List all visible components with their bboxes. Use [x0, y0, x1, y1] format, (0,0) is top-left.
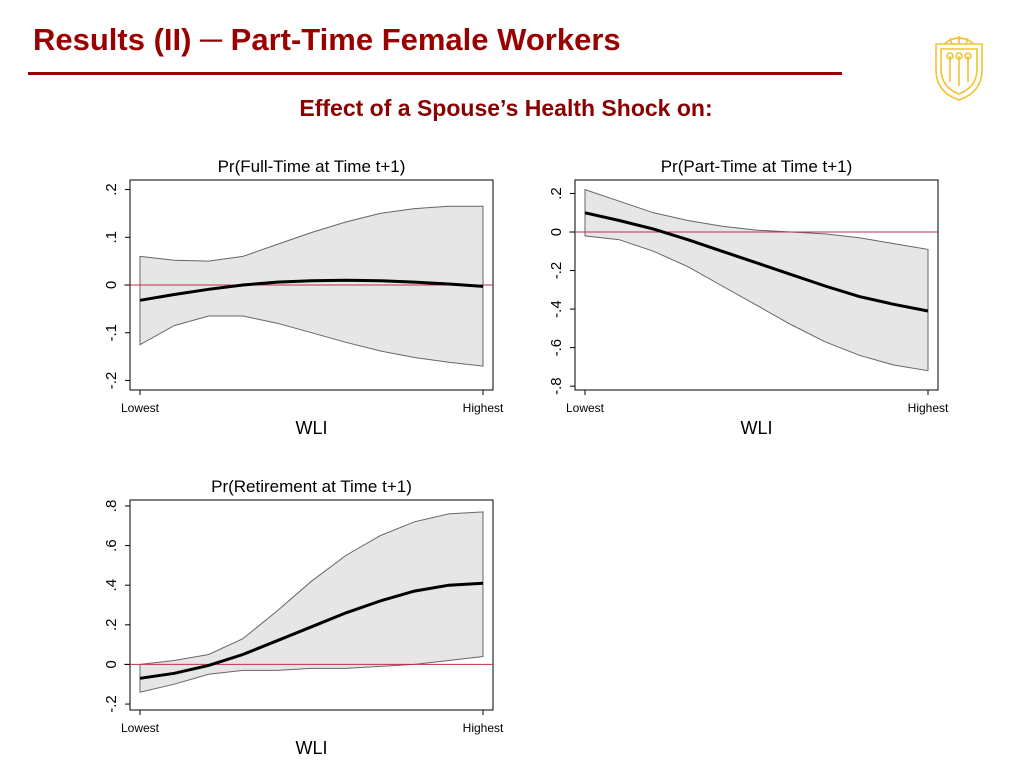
x-axis-label: WLI — [295, 418, 327, 438]
shield-logo — [935, 36, 983, 101]
y-tick-label: .2 — [103, 183, 120, 196]
y-tick-label: .6 — [103, 539, 120, 552]
y-tick-label: .1 — [103, 231, 120, 244]
chart-title: Pr(Part-Time at Time t+1) — [661, 157, 853, 176]
y-tick-label: .4 — [103, 579, 120, 592]
x-axis-label: WLI — [295, 738, 327, 758]
chart-retirement: Pr(Retirement at Time t+1) -.2 0 .2 .4 .6 .8 Lo… — [103, 477, 504, 758]
y-tick-label: .2 — [103, 619, 120, 632]
x-tick-label: Lowest — [121, 401, 160, 415]
x-tick-label: Highest — [463, 721, 504, 735]
slide-subtitle: Effect of a Spouse’s Health Shock on: — [299, 95, 713, 121]
y-tick-label: 0 — [103, 281, 120, 289]
x-tick-label: Lowest — [121, 721, 160, 735]
confidence-band — [139, 205, 484, 367]
y-tick-label: 0 — [103, 660, 120, 668]
chart-part-time: Pr(Part-Time at Time t+1) -.8 -.6 -.4 -.2 0 .2… — [548, 157, 949, 438]
y-tick-label: -.2 — [103, 372, 120, 390]
slide-title: Results (II) ─ Part-Time Female Workers — [33, 22, 621, 57]
y-tick-label: -.4 — [548, 300, 565, 318]
y-tick-label: -.2 — [548, 262, 565, 280]
y-tick-label: -.1 — [103, 324, 120, 342]
chart-title: Pr(Retirement at Time t+1) — [211, 477, 412, 496]
estimate-line — [139, 278, 484, 302]
x-tick-label: Highest — [463, 401, 504, 415]
y-tick-label: -.2 — [103, 695, 120, 713]
chart-title: Pr(Full-Time at Time t+1) — [218, 157, 406, 176]
y-tick-label: .2 — [548, 187, 565, 200]
x-tick-label: Highest — [908, 401, 949, 415]
y-tick-label: .8 — [103, 500, 120, 513]
confidence-band — [139, 511, 484, 693]
x-tick-label: Lowest — [566, 401, 605, 415]
x-axis-label: WLI — [740, 418, 772, 438]
chart-full-time: Pr(Full-Time at Time t+1) -.2 -.1 0 .1 .2 Lowe… — [103, 157, 504, 438]
y-tick-label: -.6 — [548, 339, 565, 357]
title-divider — [28, 72, 842, 75]
estimate-line — [584, 211, 929, 313]
estimate-line — [139, 581, 484, 680]
y-tick-label: 0 — [548, 228, 565, 236]
y-tick-label: -.8 — [548, 377, 565, 395]
